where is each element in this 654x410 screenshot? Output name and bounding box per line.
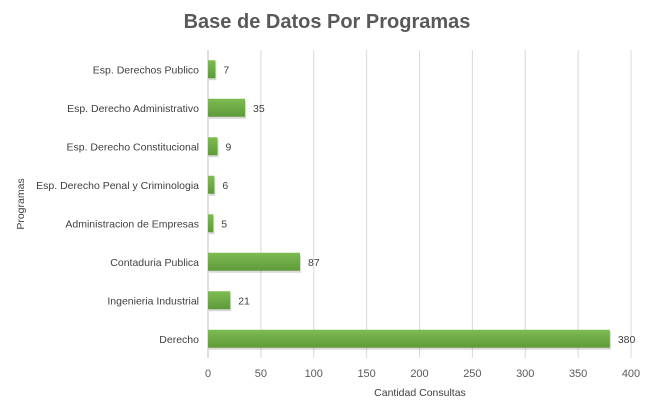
data-label: 35 bbox=[253, 103, 265, 115]
data-label: 87 bbox=[308, 257, 320, 269]
x-tick-label: 250 bbox=[463, 368, 481, 380]
y-tick-label: Derecho bbox=[159, 334, 199, 346]
bar bbox=[208, 60, 216, 79]
x-tick-label: 150 bbox=[357, 368, 375, 380]
bar bbox=[208, 252, 301, 271]
y-tick-label: Ingenieria Industrial bbox=[107, 295, 199, 307]
y-tick-label: Esp. Derecho Constitucional bbox=[67, 141, 200, 153]
y-tick-label: Esp. Derechos Publico bbox=[93, 64, 199, 76]
data-label: 7 bbox=[223, 64, 229, 76]
data-label: 6 bbox=[222, 180, 228, 192]
bar bbox=[208, 329, 610, 348]
y-tick-label: Esp. Derecho Penal y Criminologia bbox=[36, 180, 199, 192]
y-tick-label: Esp. Derecho Administrativo bbox=[67, 103, 199, 115]
bar bbox=[208, 98, 246, 117]
bar bbox=[208, 137, 218, 156]
x-axis-label: Cantidad Consultas bbox=[374, 387, 466, 399]
y-axis-label: Programas bbox=[15, 178, 27, 229]
data-label: 9 bbox=[226, 141, 232, 153]
x-tick-label: 400 bbox=[622, 368, 640, 380]
y-tick-label: Administracion de Empresas bbox=[65, 218, 199, 230]
x-tick-label: 300 bbox=[516, 368, 534, 380]
x-tick-label: 350 bbox=[569, 368, 587, 380]
bar bbox=[208, 291, 231, 310]
bar bbox=[208, 175, 215, 194]
x-tick-label: 100 bbox=[305, 368, 323, 380]
x-tick-label: 0 bbox=[205, 368, 211, 380]
data-label: 21 bbox=[238, 295, 250, 307]
bar bbox=[208, 214, 214, 233]
x-tick-label: 50 bbox=[255, 368, 267, 380]
x-tick-label: 200 bbox=[410, 368, 428, 380]
data-label: 5 bbox=[221, 218, 227, 230]
chart-title: Base de Datos Por Programas bbox=[184, 11, 471, 33]
y-tick-label: Contaduria Publica bbox=[110, 257, 199, 269]
data-label: 380 bbox=[618, 334, 636, 346]
